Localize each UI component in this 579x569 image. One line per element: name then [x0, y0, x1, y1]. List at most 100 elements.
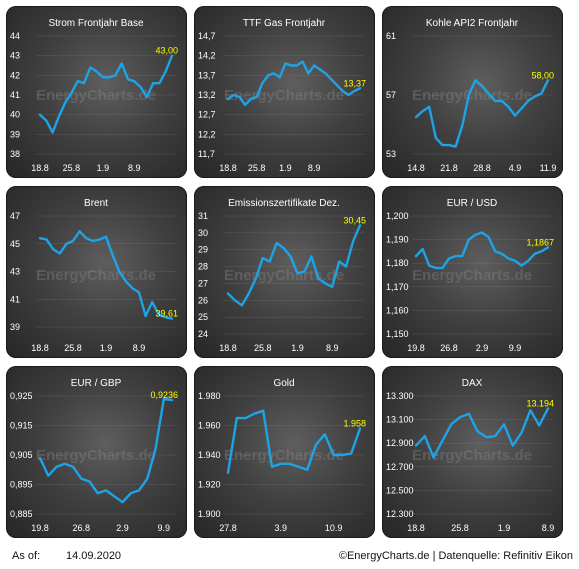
y-tick-label: 26 [198, 295, 208, 305]
y-tick-label: 12.500 [386, 485, 414, 495]
watermark: EnergyCharts.de [224, 267, 344, 284]
x-tick-label: 10.9 [325, 523, 343, 533]
chart-panel: EnergyCharts.de 1.980 1.960 1.940 1.920 1.900… [194, 366, 375, 538]
x-tick-label: 11.9 [540, 163, 557, 173]
x-tick-label: 1.9 [279, 163, 292, 173]
series-line [38, 54, 174, 134]
y-tick-label: 45 [10, 239, 20, 249]
x-tick-label: 3.9 [275, 523, 288, 533]
x-tick-label: 27.8 [219, 523, 237, 533]
y-tick-label: 39 [10, 129, 20, 139]
series-line [226, 409, 362, 474]
chart-svg: EnergyCharts.de 31 30 29 28 27 26 25 24 18.8 25.8 1… [198, 198, 366, 353]
x-tick-label: 8.9 [542, 523, 555, 533]
x-tick-label: 1.9 [100, 343, 113, 353]
x-tick-label: 9.9 [157, 523, 170, 533]
as-of-label: As of: [12, 550, 41, 562]
y-tick-label: 1.900 [198, 509, 221, 519]
chart-panel: EnergyCharts.de 14,7 14,2 13,7 13,2 12,7 12,2 1… [194, 6, 375, 178]
y-tick-label: 61 [386, 31, 396, 41]
x-tick-label: 28.8 [473, 163, 491, 173]
y-tick-label: 0,885 [10, 509, 33, 519]
chart-title: Brent [84, 198, 108, 209]
x-tick-label: 2.9 [476, 343, 489, 353]
chart-svg: EnergyCharts.de 13.300 13.100 12.900 12.700 1… [386, 378, 555, 533]
x-tick-label: 9.9 [509, 343, 522, 353]
series-line [226, 60, 362, 107]
y-tick-label: 12,2 [198, 129, 216, 139]
y-tick-label: 0,905 [10, 450, 33, 460]
x-tick-label: 18.8 [407, 523, 425, 533]
chart-title: EUR / USD [447, 198, 498, 209]
watermark: EnergyCharts.de [36, 267, 156, 284]
y-tick-label: 14,2 [198, 51, 216, 61]
chart-panel: EnergyCharts.de 47 45 43 41 39 18.8 25.8 1.9 8.9 B… [6, 186, 187, 358]
chart-title: EUR / GBP [71, 378, 122, 389]
x-tick-label: 1.9 [498, 523, 511, 533]
y-tick-label: 13,7 [198, 70, 216, 80]
watermark: EnergyCharts.de [412, 267, 532, 284]
x-tick-label: 19.8 [407, 343, 425, 353]
y-tick-label: 1.960 [198, 421, 221, 431]
y-tick-label: 42 [10, 70, 20, 80]
y-tick-label: 30 [198, 228, 208, 238]
chart-svg: EnergyCharts.de 1.980 1.960 1.940 1.920 1.900… [198, 378, 366, 533]
x-tick-label: 25.8 [451, 523, 469, 533]
y-tick-label: 1,160 [386, 305, 409, 315]
y-tick-label: 1,190 [386, 235, 409, 245]
y-tick-label: 43 [10, 51, 20, 61]
y-tick-label: 12,7 [198, 110, 216, 120]
chart-svg: EnergyCharts.de 1,200 1,190 1,180 1,170 1,160… [386, 198, 554, 353]
last-value-label: 0,9236 [150, 390, 178, 400]
chart-title: Emissionszertifikate Dez. [228, 198, 340, 209]
x-tick-label: 18.8 [219, 163, 237, 173]
y-tick-label: 12.900 [386, 438, 414, 448]
y-tick-label: 43 [10, 267, 20, 277]
y-tick-label: 44 [10, 31, 20, 41]
x-tick-label: 8.9 [308, 163, 321, 173]
last-value-label: 58,00 [531, 70, 554, 80]
x-tick-label: 21.8 [440, 163, 458, 173]
watermark: EnergyCharts.de [36, 87, 156, 104]
y-tick-label: 47 [10, 211, 20, 221]
y-tick-label: 28 [198, 262, 208, 272]
last-value-label: 13,37 [343, 78, 366, 88]
x-tick-label: 25.8 [63, 163, 81, 173]
x-tick-label: 18.8 [219, 343, 237, 353]
last-value-label: 43,00 [155, 46, 178, 56]
y-tick-label: 11,7 [198, 149, 215, 159]
series-line [414, 407, 550, 459]
x-tick-label: 18.8 [31, 343, 49, 353]
chart-svg: EnergyCharts.de 47 45 43 41 39 18.8 25.8 1.9 8.9 B… [10, 198, 178, 353]
x-tick-label: 8.9 [128, 163, 141, 173]
y-tick-label: 41 [10, 294, 20, 304]
y-tick-label: 1,150 [386, 329, 409, 339]
x-tick-label: 2.9 [116, 523, 129, 533]
y-tick-label: 12.700 [386, 462, 414, 472]
x-tick-label: 25.8 [64, 343, 82, 353]
y-tick-label: 40 [10, 110, 20, 120]
x-tick-label: 19.8 [31, 523, 49, 533]
y-tick-label: 13,2 [198, 90, 216, 100]
y-tick-label: 57 [386, 90, 396, 100]
x-tick-label: 26.8 [440, 343, 458, 353]
chart-title: TTF Gas Frontjahr [243, 18, 326, 29]
chart-svg: EnergyCharts.de 14,7 14,2 13,7 13,2 12,7 12,2 1… [198, 18, 366, 173]
x-tick-label: 1.9 [97, 163, 110, 173]
watermark: EnergyCharts.de [224, 447, 344, 464]
y-tick-label: 31 [198, 211, 208, 221]
x-tick-label: 14.8 [407, 163, 425, 173]
y-tick-label: 13.100 [386, 415, 414, 425]
watermark: EnergyCharts.de [224, 87, 344, 104]
last-value-label: 39,61 [155, 309, 178, 319]
y-tick-label: 38 [10, 149, 20, 159]
y-tick-label: 53 [386, 149, 396, 159]
y-tick-label: 1.920 [198, 480, 221, 490]
series-line [38, 397, 174, 504]
y-tick-label: 27 [198, 278, 208, 288]
chart-svg: EnergyCharts.de 0,925 0,915 0,905 0,895 0,885… [10, 378, 178, 533]
y-tick-label: 12.300 [386, 509, 414, 519]
y-tick-label: 0,895 [10, 480, 33, 490]
series-line [414, 231, 550, 270]
y-tick-label: 1,180 [386, 258, 409, 268]
